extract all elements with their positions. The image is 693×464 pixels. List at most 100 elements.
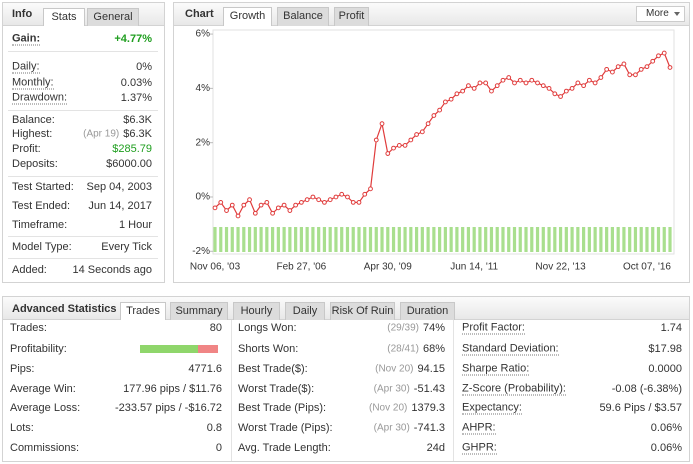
stat-label: Pips:: [10, 363, 35, 375]
stat-value: 0%: [136, 61, 152, 73]
stat-label: Highest:: [12, 128, 53, 140]
tab[interactable]: Summary: [170, 302, 228, 320]
stat-label: Balance:: [12, 114, 55, 126]
stat-label: Worst Trade (Pips):: [238, 422, 333, 434]
stat-note: (Nov 20): [368, 402, 408, 414]
stat-value: 0.06%: [650, 422, 682, 434]
more-button[interactable]: More: [636, 6, 685, 22]
stat-label: GHPR:: [462, 441, 497, 455]
stat-note: (28/41): [387, 343, 419, 355]
tab[interactable]: Trades: [120, 302, 166, 320]
stat-label: Z-Score (Probability):: [462, 382, 566, 396]
separator: [8, 51, 158, 52]
stat-value: Every Tick: [101, 241, 152, 253]
stat-value: 1.37%: [120, 92, 152, 104]
stat-value: 80: [209, 322, 222, 334]
stat-label: Avg. Trade Length:: [238, 442, 331, 454]
stat-value: 59.6 Pips / $3.57: [599, 402, 682, 414]
stat-value: 0.8: [206, 422, 222, 434]
stat-label: Commissions:: [10, 442, 80, 454]
stat-value: 14 Seconds ago: [72, 264, 152, 276]
tab[interactable]: Growth: [223, 7, 272, 26]
gain-value: +4.77%: [114, 33, 152, 45]
stat-note: (Apr 30): [373, 383, 410, 395]
stat-label: Monthly:: [12, 76, 54, 90]
stat-label: Standard Deviation:: [462, 342, 559, 356]
tab[interactable]: General: [87, 8, 139, 26]
info-title: Info: [12, 8, 33, 20]
stat-value: $6.3K: [123, 128, 152, 140]
stat-label: Best Trade (Pips):: [238, 402, 327, 414]
stat-value: 1 Hour: [118, 219, 152, 231]
stat-value: Jun 14, 2017: [88, 200, 152, 212]
profit-bar-win: [140, 345, 198, 353]
stat-label: Expectancy:: [462, 401, 522, 415]
stat-label: Deposits:: [12, 158, 58, 170]
advanced-panel: [2, 296, 690, 462]
stat-value: $17.98: [648, 343, 682, 355]
stat-value: 24d: [426, 442, 445, 454]
tab[interactable]: Hourly: [233, 302, 280, 320]
stat-label: Drawdown:: [12, 91, 68, 105]
stat-note: (Apr 30): [373, 422, 410, 434]
stat-label: AHPR:: [462, 421, 496, 435]
tab[interactable]: Duration: [400, 302, 455, 320]
stat-label: Average Loss:: [10, 402, 81, 414]
stat-label: Added:: [12, 264, 47, 276]
stat-label: Best Trade($):: [238, 363, 308, 375]
separator: [8, 110, 158, 111]
separator: [8, 258, 158, 259]
separator: [8, 176, 158, 177]
advanced-title: Advanced Statistics: [12, 303, 117, 315]
stat-value: 74%: [422, 322, 445, 334]
stat-value: 1379.3: [411, 402, 445, 414]
stat-label: Trades:: [10, 322, 47, 334]
tab[interactable]: Balance: [277, 7, 329, 26]
tab[interactable]: Risk Of Ruin: [330, 302, 395, 320]
profit-bar-loss: [197, 345, 218, 353]
stat-value: $6000.00: [106, 158, 152, 170]
stat-label: Lots:: [10, 422, 34, 434]
stat-value: 0.03%: [120, 77, 152, 89]
gain-label: Gain:: [12, 32, 41, 46]
stat-value: 68%: [422, 343, 445, 355]
tab[interactable]: Profit: [334, 7, 369, 26]
stat-label: Profitability:: [10, 343, 67, 355]
stat-label: Test Started:: [12, 181, 74, 193]
stat-note: (29/39): [387, 322, 419, 334]
stat-label: Profit:: [12, 143, 41, 155]
stat-value: 4771.6: [188, 363, 222, 375]
stat-value: 1.74: [660, 322, 682, 334]
column-separator: [453, 320, 454, 461]
stat-label: Timeframe:: [12, 219, 68, 231]
stat-value: 0.06%: [650, 442, 682, 454]
stat-label: Sharpe Ratio:: [462, 362, 530, 376]
chart-title: Chart: [185, 8, 214, 20]
stat-note: (Apr 19): [83, 128, 120, 140]
stat-value: -51.43: [413, 383, 445, 395]
stat-value: $285.79: [112, 143, 152, 155]
stat-value: -0.08 (-6.38%): [611, 383, 682, 395]
stat-value: Sep 04, 2003: [86, 181, 152, 193]
tab[interactable]: Stats: [43, 8, 85, 26]
separator: [8, 236, 158, 237]
stat-value: 0: [215, 442, 222, 454]
stat-value: -233.57 pips / -$16.72: [114, 402, 222, 414]
stat-value: 94.15: [417, 363, 445, 375]
stat-value: $6.3K: [123, 114, 152, 126]
stat-label: Worst Trade($):: [238, 383, 315, 395]
stat-label: Daily:: [12, 60, 40, 74]
stat-value: 177.96 pips / $11.76: [123, 383, 222, 395]
stat-label: Longs Won:: [238, 322, 297, 334]
stat-note: (Nov 20): [375, 363, 414, 375]
tab[interactable]: Daily: [285, 302, 325, 320]
stat-label: Test Ended:: [12, 200, 71, 212]
more-arrow: [674, 12, 680, 16]
stat-label: Profit Factor:: [462, 321, 525, 335]
stat-value: 0.0000: [648, 363, 682, 375]
stat-label: Model Type:: [12, 241, 72, 253]
stat-value: -741.3: [413, 422, 445, 434]
chart-panel: [173, 2, 690, 283]
stat-label: Average Win:: [10, 383, 76, 395]
